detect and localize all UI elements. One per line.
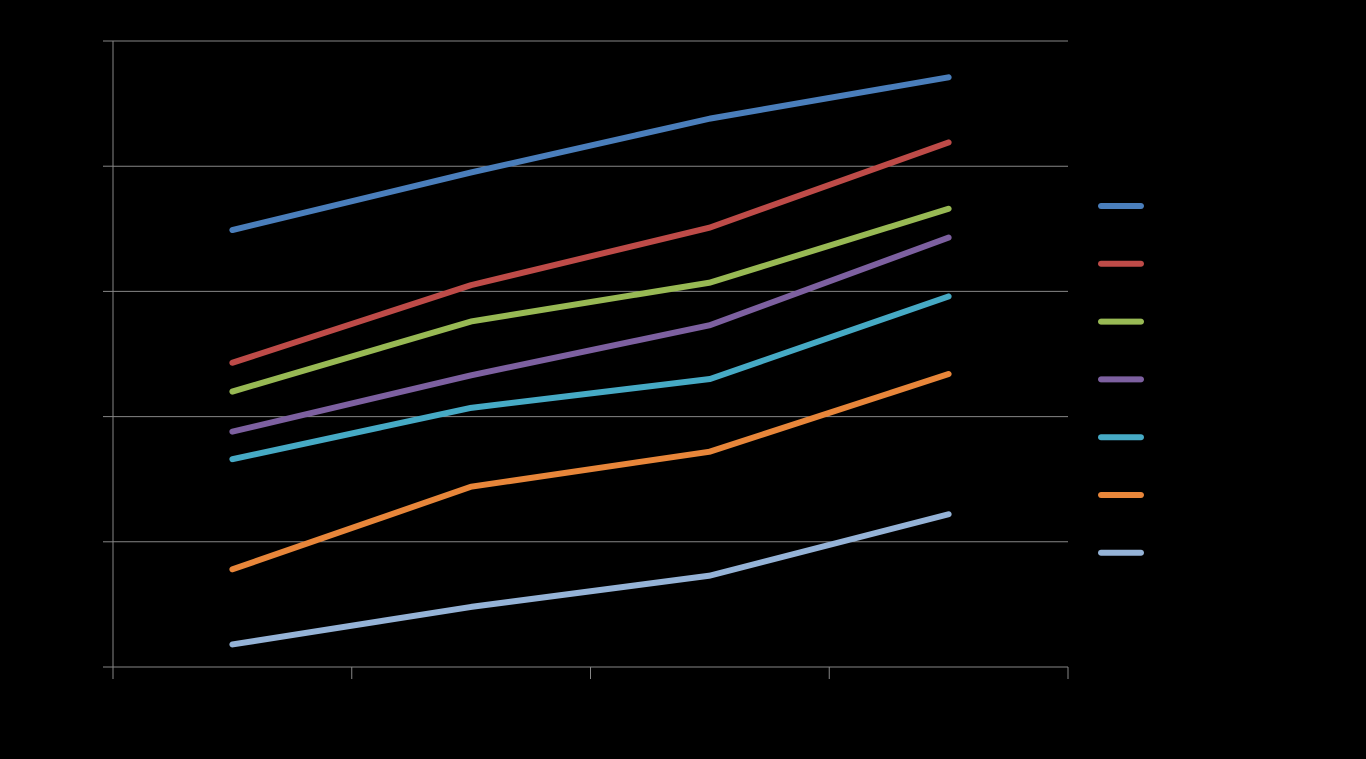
series-line [229,74,952,234]
y-tick-label: 1 [92,533,99,548]
y-tick-label: 5 [92,32,99,47]
y-tick-label: 3 [92,283,99,298]
y-tick-label: 4 [92,158,99,173]
series-line [229,511,952,648]
series-line [229,371,952,573]
y-tick-label: 2 [92,408,99,423]
series-line [229,139,952,366]
series-line [229,293,952,463]
y-tick-label: 0 [92,658,99,673]
series-line [229,205,952,395]
series-line [229,234,952,435]
